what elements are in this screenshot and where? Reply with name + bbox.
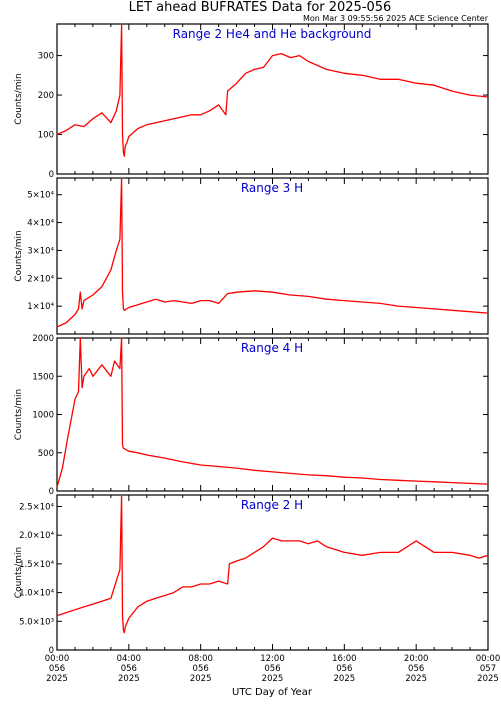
y-tick-label: 2×10⁴ <box>27 274 54 284</box>
x-tick-label-time: 16:00 <box>332 654 357 664</box>
y-tick-label: 0 <box>49 170 54 180</box>
y-tick-label: 3×10⁴ <box>27 246 54 256</box>
y-tick-label: 100 <box>38 131 54 141</box>
series-line <box>56 337 489 488</box>
x-tick-label-doy: 056 <box>193 664 209 674</box>
y-tick-label: 2.0×10⁴ <box>19 531 54 541</box>
chart-panel-3: 0 500 1000 1500 2000 Counts/min Range 4 H <box>14 334 489 497</box>
x-tick-label-time: 00:00 <box>476 654 501 664</box>
x-tick-label-year: 2025 <box>118 674 140 684</box>
y-tick-label: 2000 <box>32 334 54 344</box>
panels-group: 0 100 200 300 Counts/min Range 2 He4 and He b… <box>14 23 501 684</box>
series-line <box>56 23 489 157</box>
y-tick-label: 0 <box>49 646 54 656</box>
x-tick-label-time: 08:00 <box>188 654 213 664</box>
x-tick-label-year: 2025 <box>262 674 284 684</box>
y-tick-label: 1500 <box>32 372 54 382</box>
panel-title: Range 3 H <box>241 181 303 195</box>
x-tick-label-year: 2025 <box>405 674 427 684</box>
chart-title: LET ahead BUFRATES Data for 2025-056 <box>129 0 392 15</box>
x-tick-label-year: 2025 <box>46 674 68 684</box>
panel-title: Range 4 H <box>241 341 303 355</box>
x-tick-label-doy: 056 <box>49 664 65 674</box>
series-line <box>56 177 489 328</box>
panel-title: Range 2 H <box>241 498 303 512</box>
x-tick-label-year: 2025 <box>190 674 212 684</box>
x-axis-title: UTC Day of Year <box>232 687 313 698</box>
x-tick-label-doy: 056 <box>121 664 137 674</box>
x-tick-label-doy: 057 <box>480 664 496 674</box>
x-tick-label-doy: 056 <box>264 664 280 674</box>
x-tick-label-time: 12:00 <box>260 654 285 664</box>
chart-panel-1: 0 100 200 300 Counts/min Range 2 He4 and He b… <box>14 23 489 180</box>
x-tick-label-time: 20:00 <box>404 654 429 664</box>
x-tick-label-year: 2025 <box>477 674 499 684</box>
chart-panel-4: 0 5.0×10³ 1.0×10⁴ 1.5×10⁴ 2.0×10⁴ 2.5×10⁴ Coun… <box>14 494 489 656</box>
y-tick-label: 500 <box>38 449 54 459</box>
y-axis-label: Counts/min <box>14 73 24 124</box>
x-tick-label-year: 2025 <box>334 674 356 684</box>
y-tick-label: 1.5×10⁴ <box>19 560 54 570</box>
y-tick-label: 5×10⁴ <box>27 191 54 201</box>
y-tick-label: 0 <box>49 487 54 497</box>
chart-panel-2: 1×10⁴ 2×10⁴ 3×10⁴ 4×10⁴ 5×10⁴ Counts/min Range… <box>14 177 489 335</box>
x-tick-label-doy: 056 <box>408 664 424 674</box>
x-tick-label-time: 04:00 <box>117 654 142 664</box>
x-tick-label-time: 00:00 <box>45 654 70 664</box>
y-axis-label: Counts/min <box>14 389 24 440</box>
x-tick-label-doy: 056 <box>336 664 352 674</box>
y-tick-label: 4×10⁴ <box>27 219 54 229</box>
y-tick-label: 200 <box>38 91 54 101</box>
y-tick-label: 1000 <box>32 411 54 421</box>
timestamp-label: Mon Mar 3 09:55:56 2025 ACE Science Cent… <box>303 14 489 23</box>
y-tick-label: 1.0×10⁴ <box>19 589 54 599</box>
y-tick-label: 5.0×10³ <box>19 617 54 627</box>
panel-title: Range 2 He4 and He background <box>173 27 372 41</box>
y-tick-label: 1×10⁴ <box>27 302 54 312</box>
y-axis-label: Counts/min <box>14 230 24 281</box>
y-tick-label: 2.5×10⁴ <box>19 502 54 512</box>
y-axis-label: Counts/min <box>14 547 24 598</box>
y-tick-label: 300 <box>38 52 54 62</box>
series-line <box>56 494 489 634</box>
